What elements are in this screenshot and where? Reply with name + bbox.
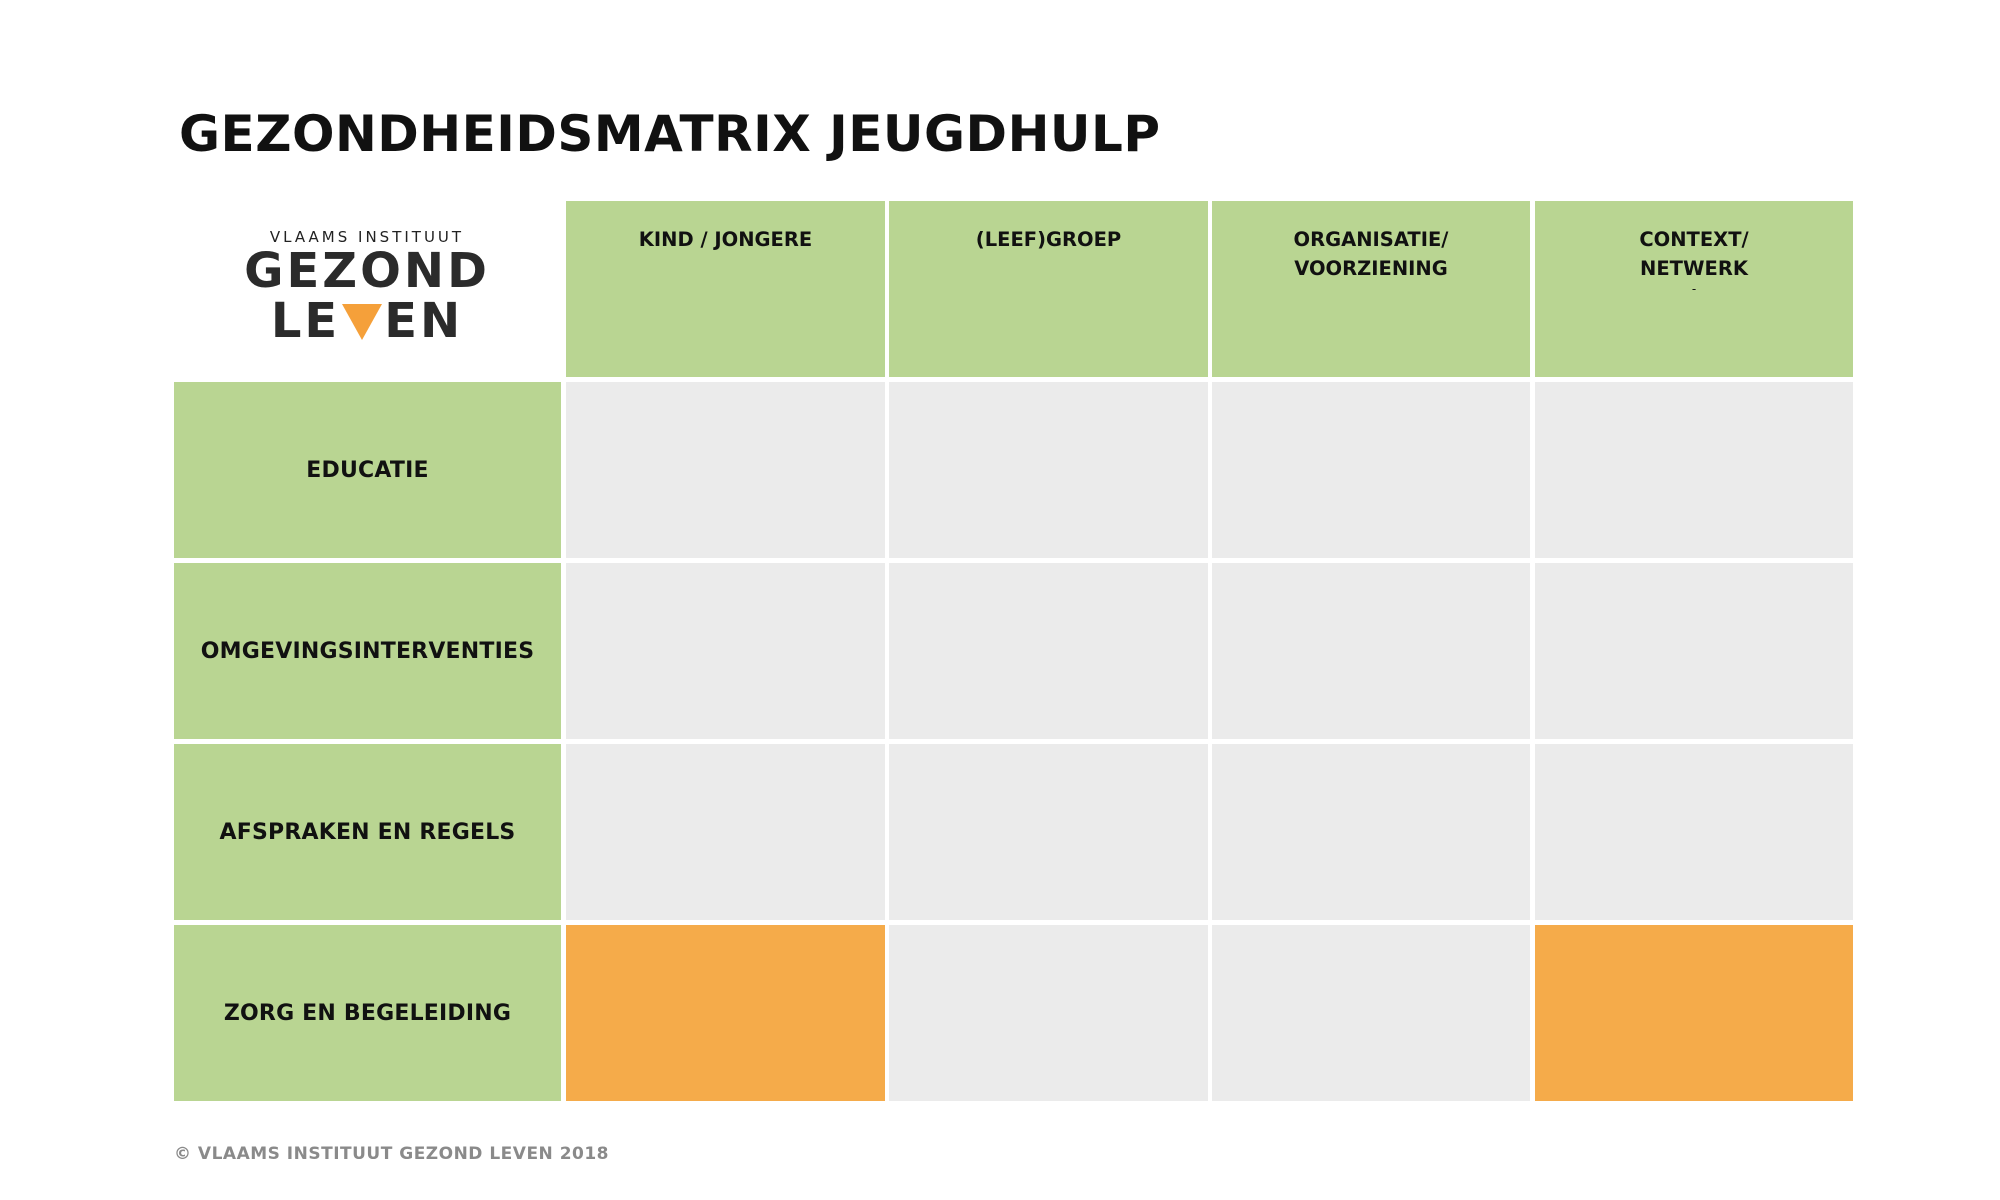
page-title: GEZONDHEIDSMATRIX JEUGDHULP bbox=[179, 105, 1161, 163]
column-header-line-1: (LEEF)GROEP bbox=[975, 228, 1122, 251]
matrix-cell-r2-c1 bbox=[566, 563, 885, 739]
copyright-footer: © VLAAMS INSTITUUT GEZOND LEVEN 2018 bbox=[174, 1144, 610, 1164]
column-header-kind-jongere: KIND / JONGERE bbox=[566, 201, 885, 377]
column-header-line-1: ORGANISATIE/ bbox=[1293, 228, 1449, 251]
matrix-cell-r2-c3 bbox=[1212, 563, 1530, 739]
column-header-line-1: CONTEXT/ bbox=[1639, 228, 1749, 251]
logo-line-2-right: EN bbox=[384, 293, 464, 349]
column-header-line-1: KIND / JONGERE bbox=[638, 228, 813, 251]
column-header-leefgroep: (LEEF)GROEP bbox=[889, 201, 1208, 377]
column-header-dot: - bbox=[1691, 282, 1697, 296]
logo-triangle-icon bbox=[342, 304, 383, 340]
row-header-educatie: EDUCATIE bbox=[174, 382, 561, 558]
column-header-organisatie-voorziening: ORGANISATIE/ VOORZIENING bbox=[1212, 201, 1530, 377]
matrix-cell-r3-c4 bbox=[1535, 744, 1853, 920]
logo-line-1: GEZOND bbox=[244, 243, 490, 299]
logo-line-2: LE EN bbox=[271, 296, 463, 346]
column-header-context-netwerk: CONTEXT/ NETWERK - bbox=[1535, 201, 1853, 377]
row-header-zorg-en-begeleiding: ZORG EN BEGELEIDING bbox=[174, 925, 561, 1101]
logo: VLAAMS INSTITUUT GEZOND LE EN bbox=[174, 200, 560, 376]
matrix-cell-r4-c1 bbox=[566, 925, 885, 1101]
matrix-cell-r2-c2 bbox=[889, 563, 1208, 739]
column-header-line-2: NETWERK bbox=[1640, 257, 1748, 280]
logo-small-text: VLAAMS INSTITUUT bbox=[269, 228, 465, 246]
matrix-cell-r3-c1 bbox=[566, 744, 885, 920]
matrix-cell-r4-c3 bbox=[1212, 925, 1530, 1101]
matrix-cell-r3-c2 bbox=[889, 744, 1208, 920]
matrix-cell-r4-c4 bbox=[1535, 925, 1853, 1101]
matrix-cell-r1-c2 bbox=[889, 382, 1208, 558]
row-header-omgevingsinterventies: OMGEVINGSINTERVENTIES bbox=[174, 563, 561, 739]
row-header-afspraken-en-regels: AFSPRAKEN EN REGELS bbox=[174, 744, 561, 920]
matrix-cell-r2-c4 bbox=[1535, 563, 1853, 739]
column-header-line-2: VOORZIENING bbox=[1294, 257, 1448, 280]
matrix-cell-r3-c3 bbox=[1212, 744, 1530, 920]
matrix-cell-r1-c1 bbox=[566, 382, 885, 558]
matrix-cell-r4-c2 bbox=[889, 925, 1208, 1101]
matrix-cell-r1-c4 bbox=[1535, 382, 1853, 558]
logo-line-2-left: LE bbox=[270, 293, 341, 349]
matrix-cell-r1-c3 bbox=[1212, 382, 1530, 558]
